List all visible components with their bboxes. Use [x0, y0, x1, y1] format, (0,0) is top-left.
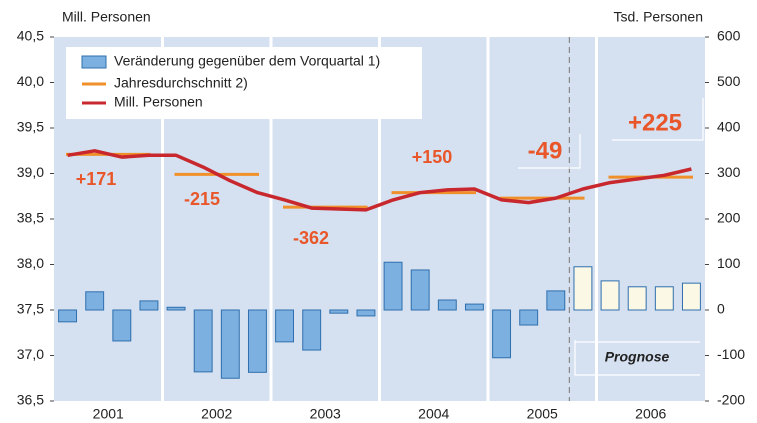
y2-tick-label: 0	[717, 301, 725, 317]
bar	[275, 309, 295, 343]
y2-tick-label: 600	[717, 28, 741, 44]
y-tick-label: 40,0	[17, 73, 44, 89]
y-tick-label: 38,0	[17, 255, 44, 271]
bar	[329, 309, 349, 314]
annotation: -362	[293, 228, 329, 248]
bracket	[612, 98, 704, 141]
forecast-label: Prognose	[605, 349, 670, 365]
bar	[681, 282, 701, 311]
annotation: -49	[528, 137, 563, 164]
y-tick-label: 39,0	[17, 164, 44, 180]
bar	[546, 290, 566, 311]
bar	[573, 266, 593, 311]
legend-swatch	[81, 55, 107, 69]
x-tick-label: 2001	[93, 406, 124, 422]
bar	[220, 309, 240, 379]
bar	[193, 309, 213, 373]
bar	[356, 309, 376, 317]
bar	[410, 269, 430, 311]
x-tick-label: 2004	[418, 406, 449, 422]
line	[67, 149, 692, 212]
bar	[139, 300, 159, 311]
y2-axis-title: Tsd. Personen	[614, 9, 704, 25]
bar	[437, 299, 457, 311]
legend-label: Veränderung gegenüber dem Vorquartal 1)	[114, 53, 380, 69]
y-tick-label: 39,5	[17, 119, 44, 135]
y2-tick-label: 200	[717, 210, 741, 226]
legend-label: Jahresdurchschnitt 2)	[114, 75, 248, 91]
bar	[166, 306, 186, 311]
bar	[383, 261, 403, 311]
bar	[654, 286, 674, 311]
y2-tick-label: -200	[717, 392, 745, 408]
annotation: +171	[76, 169, 117, 189]
y2-tick-label: 400	[717, 119, 741, 135]
bar	[302, 309, 322, 351]
x-tick-label: 2003	[310, 406, 341, 422]
y2-tick-label: -100	[717, 346, 745, 362]
bar	[627, 286, 647, 311]
bar	[247, 309, 267, 373]
y-tick-label: 40,5	[17, 28, 44, 44]
x-tick-label: 2006	[635, 406, 666, 422]
bar	[600, 280, 620, 311]
annotation: -215	[184, 189, 220, 209]
y-tick-label: 37,5	[17, 301, 44, 317]
x-tick-label: 2005	[527, 406, 558, 422]
bar	[519, 309, 539, 326]
bar	[58, 309, 78, 323]
x-tick-label: 2002	[201, 406, 232, 422]
bar	[492, 309, 512, 359]
bracket	[518, 134, 581, 169]
legend-label: Mill. Personen	[114, 94, 203, 110]
y-tick-label: 37,0	[17, 346, 44, 362]
y-axis-title: Mill. Personen	[62, 9, 151, 25]
bracket	[574, 340, 700, 376]
bar	[85, 291, 105, 311]
annotation: +225	[628, 109, 682, 136]
y2-tick-label: 100	[717, 255, 741, 271]
y-tick-label: 38,5	[17, 210, 44, 226]
y2-tick-label: 500	[717, 73, 741, 89]
bar	[112, 309, 132, 342]
y2-tick-label: 300	[717, 164, 741, 180]
annotation: +150	[412, 147, 453, 167]
y-tick-label: 36,5	[17, 392, 44, 408]
bar	[464, 303, 484, 311]
legend-box	[66, 47, 422, 119]
